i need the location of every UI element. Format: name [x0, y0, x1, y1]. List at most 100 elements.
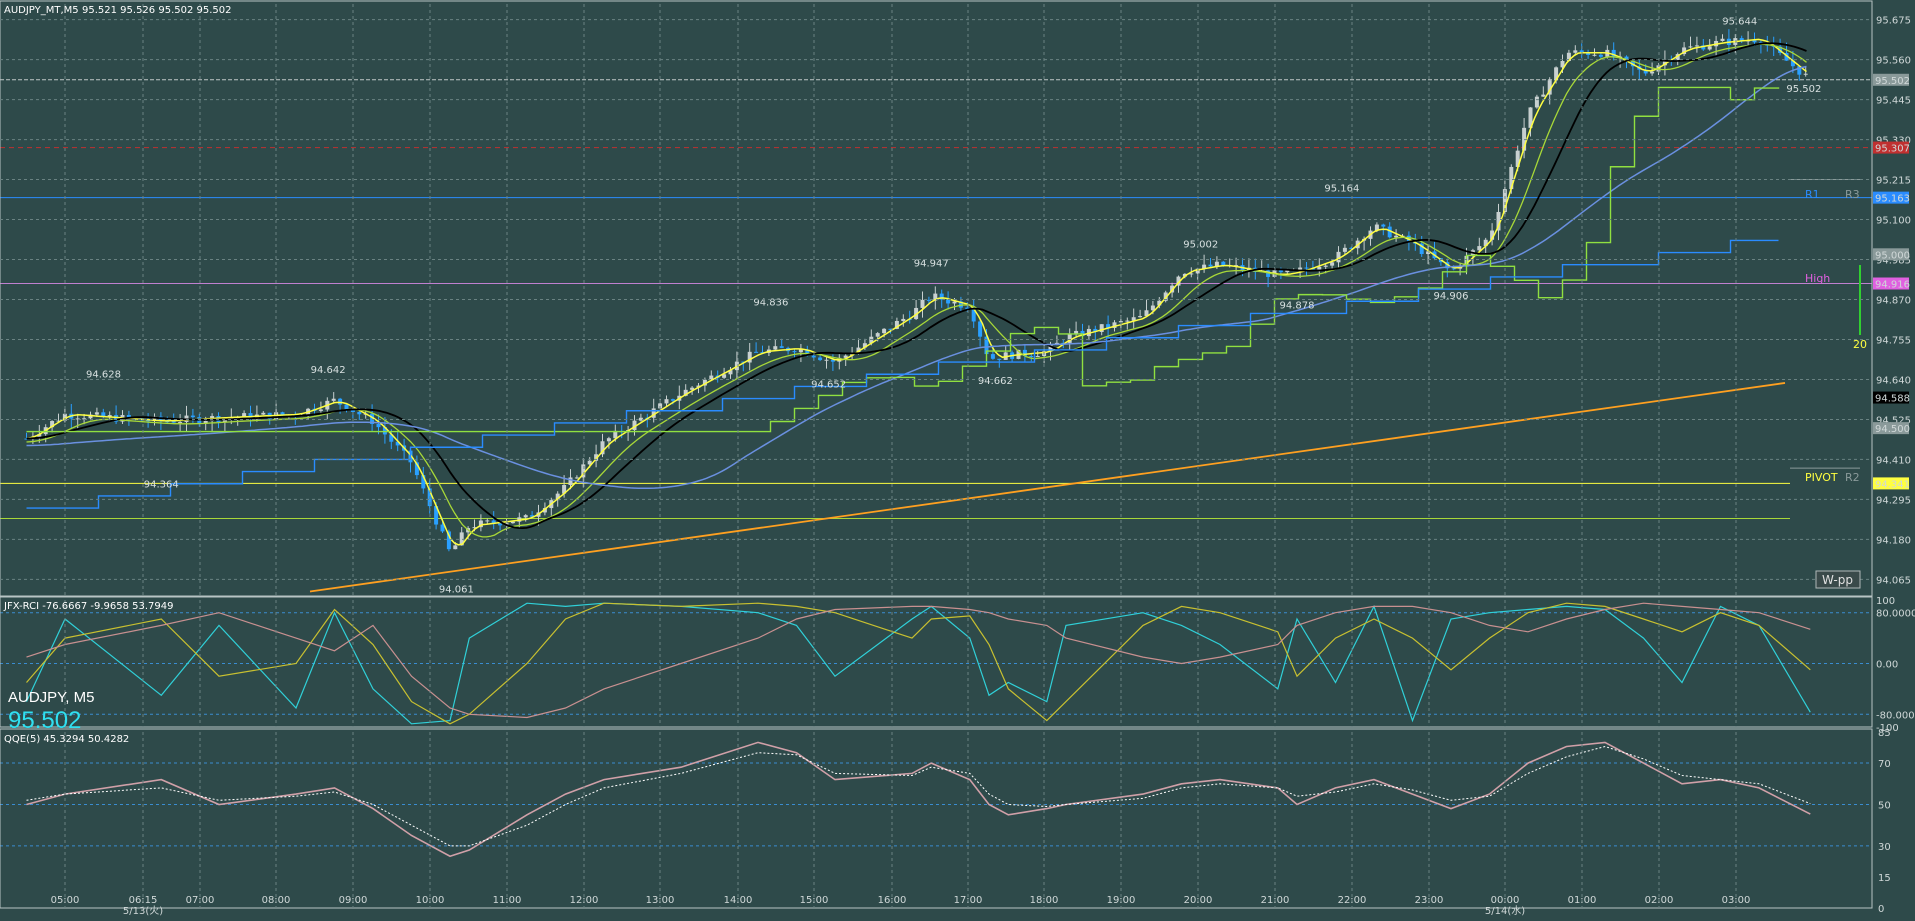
candle-body: [1682, 47, 1687, 55]
candle-body: [1662, 59, 1667, 66]
candle-body: [338, 398, 343, 405]
candle-body: [651, 408, 656, 418]
price-badge-label: 94.341: [1875, 479, 1910, 490]
candle-body: [1790, 60, 1795, 67]
candle-body: [894, 320, 899, 329]
price-badge: [1873, 477, 1909, 490]
candle-body: [1106, 324, 1111, 328]
price-annotation: 94.642: [311, 365, 346, 376]
time-tick-label: 01:00: [1568, 895, 1597, 906]
candle-body: [1304, 267, 1309, 269]
wpp-button[interactable]: W-pp: [1815, 570, 1861, 589]
candle-body: [1598, 54, 1603, 57]
r2-label: R2: [1845, 471, 1860, 484]
candle-body: [1477, 246, 1482, 251]
candle-body: [370, 413, 375, 424]
candle-body: [1214, 261, 1219, 267]
r3-label: R3: [1845, 188, 1860, 201]
candle-body: [453, 545, 458, 550]
candle-body: [1176, 276, 1181, 286]
time-tick-label: 14:00: [724, 895, 753, 906]
candle-body: [555, 493, 560, 501]
candle-body: [498, 523, 503, 526]
qqe-tick-label: 50: [1878, 800, 1891, 811]
rci-line: [25, 602, 1811, 725]
candle-body: [1784, 52, 1789, 61]
date-label: 5/13(火): [123, 905, 163, 917]
candle-body: [1394, 235, 1399, 238]
time-tick-label: 02:00: [1645, 895, 1674, 906]
candle-body: [606, 438, 611, 442]
candle-body: [811, 355, 816, 358]
candle-body: [1701, 45, 1706, 50]
candle-body: [350, 410, 355, 412]
price-badge-label: 95.307: [1875, 144, 1910, 155]
candle-body: [376, 423, 381, 428]
candle-body: [830, 359, 835, 362]
candle-body: [1496, 211, 1501, 231]
candle-body: [1342, 247, 1347, 252]
candle-body: [760, 352, 765, 354]
candle-body: [1234, 265, 1239, 267]
candle-body: [952, 301, 957, 304]
candle-body: [888, 328, 893, 330]
candle-body: [594, 454, 599, 461]
time-tick-label: 06:15: [129, 895, 158, 906]
candle-body: [1579, 50, 1584, 53]
price-annotation: 95.644: [1722, 16, 1757, 27]
time-tick-label: 20:00: [1184, 895, 1213, 906]
candle-body: [1419, 243, 1424, 255]
candle-body: [1560, 60, 1565, 68]
candle-body: [1323, 265, 1328, 267]
rci-panel[interactable]: [0, 602, 1872, 725]
candle-body: [440, 524, 445, 532]
candle-body: [75, 418, 80, 420]
time-tick-label: 07:00: [186, 895, 215, 906]
candle-body: [1509, 166, 1514, 190]
candle-body: [434, 506, 439, 525]
candle-body: [62, 413, 67, 421]
candle-body: [459, 532, 464, 546]
candle-body: [683, 389, 688, 396]
rci-tick-label: -80.0000: [1876, 710, 1915, 721]
time-tick-label: 18:00: [1030, 895, 1059, 906]
candle-body: [709, 375, 714, 380]
candle-body: [1298, 267, 1303, 270]
ohlc-values: 95.521 95.526 95.502 95.502: [82, 5, 232, 16]
time-tick-label: 23:00: [1415, 895, 1444, 906]
wpp-label: W-pp: [1822, 573, 1853, 587]
candle-body: [1688, 46, 1693, 48]
qqe-panel[interactable]: [0, 741, 1872, 858]
price-badge-label: 94.916: [1875, 280, 1910, 291]
time-tick-label: 17:00: [954, 895, 983, 906]
candle-body: [242, 413, 247, 418]
candle-body: [1554, 67, 1559, 81]
candle-body: [1541, 94, 1546, 97]
price-annotation: 94.061: [439, 585, 474, 596]
ma-green: [26, 43, 1807, 538]
candle-body: [702, 379, 707, 386]
candle-body: [542, 508, 547, 513]
candle-body: [1547, 80, 1552, 95]
price-badge: [1873, 248, 1909, 261]
price-annotation: 94.906: [1434, 291, 1469, 302]
candle-body: [568, 477, 573, 486]
rci-line: [26, 602, 1811, 725]
ma-black: [26, 42, 1807, 530]
candle-body: [1157, 300, 1162, 306]
price-panel[interactable]: 94.628 94.364 94.642 94.061 94.836 94.652 94.9…: [0, 16, 1872, 596]
price-tick-label: 94.755: [1876, 335, 1911, 346]
price-badge-label: 94.500: [1875, 424, 1910, 435]
time-tick-label: 08:00: [262, 895, 291, 906]
candle-body: [165, 421, 170, 423]
candle-body: [862, 343, 867, 348]
candle-body: [1138, 316, 1143, 318]
time-tick-label: 13:00: [646, 895, 675, 906]
price-tick-label: 95.445: [1876, 96, 1911, 107]
candle-body: [1528, 107, 1533, 128]
main-frame: [0, 0, 1873, 597]
qqe-tick-label: 15: [1878, 873, 1891, 884]
candle-body: [658, 403, 663, 409]
overlay-price: 95.502: [8, 707, 81, 734]
